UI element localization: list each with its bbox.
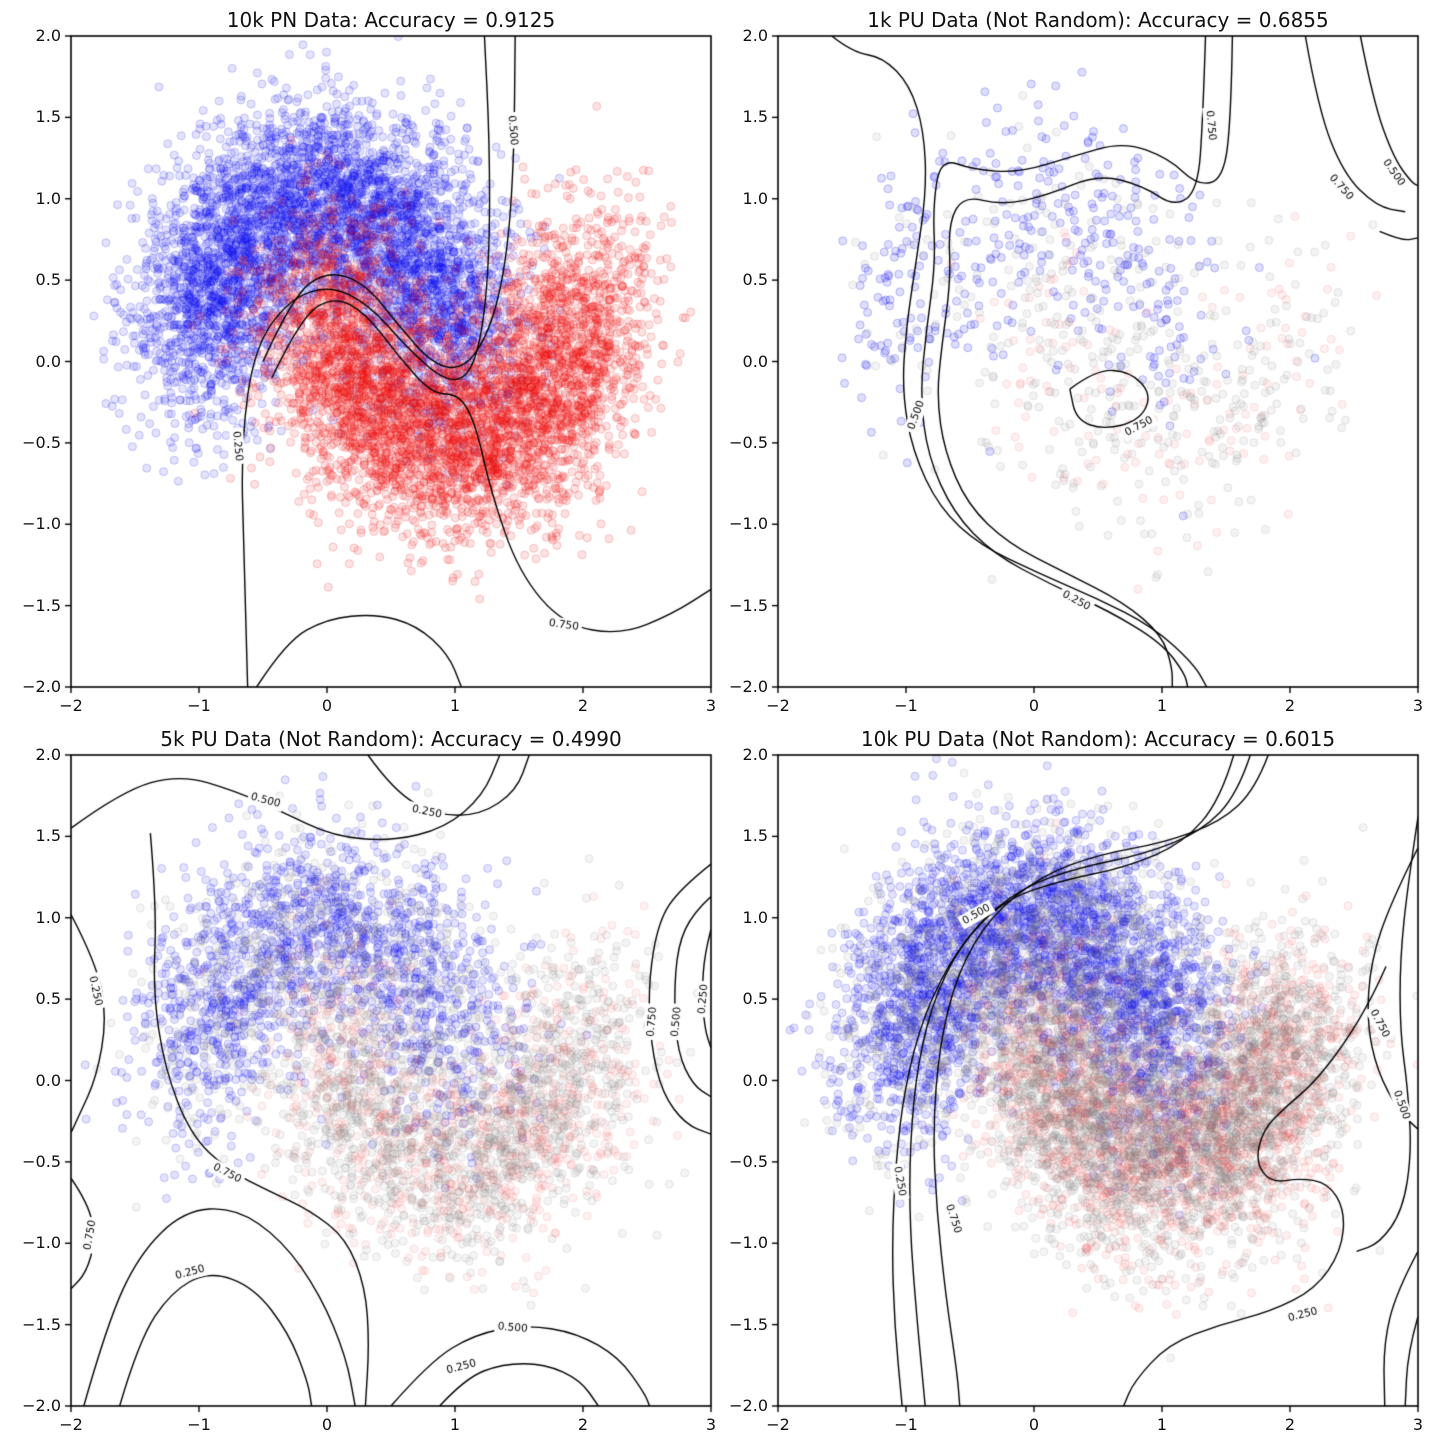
y-tick-label: 0.0 (35, 1070, 61, 1090)
y-tick-label: 1.5 (742, 107, 768, 127)
y-tick-label: 0.5 (742, 989, 768, 1009)
x-tick-label: −1 (187, 696, 211, 715)
y-tick-label: −0.5 (729, 1151, 768, 1171)
x-tick-label: 2 (577, 1415, 589, 1434)
y-tick-label: 0.0 (742, 1070, 768, 1090)
x-tick-label: 1 (449, 1415, 461, 1434)
x-tick-label: 3 (705, 1415, 717, 1434)
y-tick-label: 0.5 (35, 989, 61, 1009)
y-tick-label: 0.5 (742, 270, 768, 290)
y-tick-label: −1.0 (22, 514, 61, 534)
subplot-title-pu-10k: 10k PU Data (Not Random): Accuracy = 0.6… (860, 727, 1336, 751)
x-tick-label: 2 (577, 696, 589, 715)
x-tick-label: 0 (321, 1415, 333, 1434)
y-tick-label: −1.5 (22, 1314, 61, 1334)
y-tick-label: −2.0 (22, 1396, 61, 1415)
x-tick-label: 2 (1284, 696, 1296, 715)
x-tick-label: 3 (1412, 1415, 1424, 1434)
y-tick-label: −1.0 (729, 1233, 768, 1253)
y-tick-label: −1.5 (729, 595, 768, 615)
y-tick-label: −1.0 (729, 514, 768, 534)
x-tick-label: −1 (894, 696, 918, 715)
x-tick-label: −2 (766, 1415, 790, 1434)
x-tick-label: 0 (1028, 696, 1040, 715)
y-tick-label: 1.0 (742, 907, 768, 927)
y-tick-label: 1.5 (35, 107, 61, 127)
y-tick-label: −0.5 (22, 1151, 61, 1171)
y-tick-label: −0.5 (22, 432, 61, 452)
y-tick-label: −1.5 (22, 595, 61, 615)
y-tick-label: −2.0 (22, 677, 61, 696)
y-tick-label: 1.0 (742, 188, 768, 208)
y-tick-label: 1.0 (35, 188, 61, 208)
y-tick-label: 2.0 (35, 745, 61, 764)
x-tick-label: 2 (1284, 1415, 1296, 1434)
y-tick-label: −1.0 (22, 1233, 61, 1253)
subplot-title-pu-1k: 1k PU Data (Not Random): Accuracy = 0.68… (867, 8, 1329, 32)
x-tick-label: −2 (766, 696, 790, 715)
y-tick-label: 2.0 (742, 26, 768, 45)
x-tick-label: 0 (1028, 1415, 1040, 1434)
y-tick-label: −2.0 (729, 677, 768, 696)
x-tick-label: −2 (59, 696, 83, 715)
subplot-title-pn-10k: 10k PN Data: Accuracy = 0.9125 (226, 8, 556, 32)
x-tick-label: −1 (894, 1415, 918, 1434)
x-tick-label: −2 (59, 1415, 83, 1434)
x-tick-label: 3 (1412, 696, 1424, 715)
y-tick-label: 1.0 (35, 907, 61, 927)
x-tick-label: 1 (1156, 1415, 1168, 1434)
y-tick-label: −1.5 (729, 1314, 768, 1334)
x-tick-label: 1 (1156, 696, 1168, 715)
x-tick-label: 0 (321, 696, 333, 715)
subplot-title-pu-5k: 5k PU Data (Not Random): Accuracy = 0.49… (160, 727, 622, 751)
y-tick-label: 2.0 (742, 745, 768, 764)
x-tick-label: 1 (449, 696, 461, 715)
y-tick-label: 2.0 (35, 26, 61, 45)
x-tick-label: −1 (187, 1415, 211, 1434)
y-tick-label: 0.5 (35, 270, 61, 290)
y-tick-label: −2.0 (729, 1396, 768, 1415)
y-tick-label: 1.5 (742, 826, 768, 846)
y-tick-label: 0.0 (742, 351, 768, 371)
x-tick-label: 3 (705, 696, 717, 715)
y-tick-label: 1.5 (35, 826, 61, 846)
y-tick-label: 0.0 (35, 351, 61, 371)
y-tick-label: −0.5 (729, 432, 768, 452)
